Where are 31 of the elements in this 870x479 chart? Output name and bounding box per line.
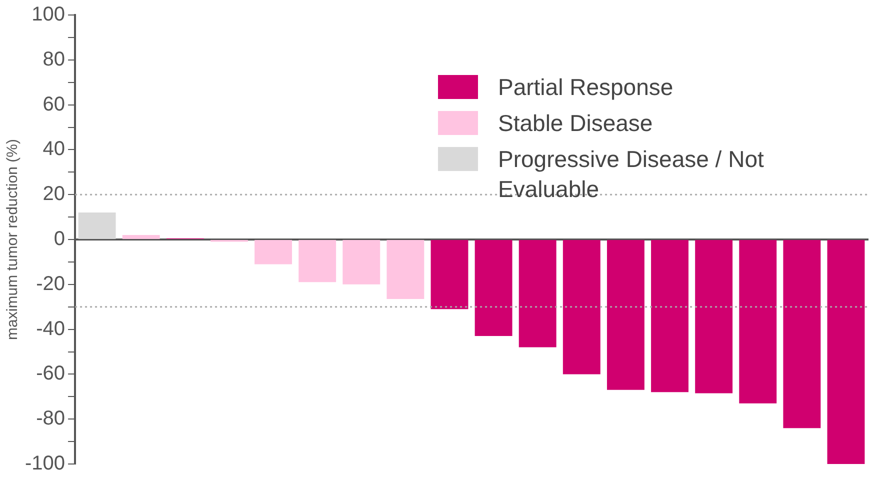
bar: [386, 240, 424, 299]
y-tick-label: -40: [36, 318, 66, 340]
bar: [430, 240, 468, 310]
bar: [827, 240, 865, 464]
y-tick-label: -80: [36, 408, 66, 430]
bar: [783, 240, 821, 428]
y-tick-label: 60: [42, 93, 66, 116]
bar: [651, 240, 688, 392]
legend-label: Progressive Disease / Not Evaluable: [498, 145, 765, 204]
bar: [78, 212, 116, 239]
bar: [254, 240, 292, 264]
legend-label: Stable Disease: [498, 109, 654, 138]
y-tick-label: -20: [36, 272, 66, 295]
bar: [298, 240, 336, 282]
y-tick-label: 80: [42, 48, 66, 70]
y-tick-label: 20: [42, 183, 66, 206]
y-axis-title: maximum tumor reduction (%): [4, 139, 22, 340]
bar: [122, 235, 160, 239]
legend-label: Partial Response: [498, 73, 674, 102]
bar: [695, 240, 733, 394]
y-tick-label: -60: [36, 362, 66, 385]
y-tick-label: 40: [42, 138, 66, 160]
bar: [562, 240, 600, 374]
bar: [739, 240, 777, 404]
y-tick-label: -100: [25, 452, 66, 475]
bar: [518, 240, 556, 348]
y-tick-label: 0: [54, 228, 66, 250]
bar: [342, 240, 380, 284]
y-tick-label: 100: [32, 4, 66, 26]
bar: [474, 240, 512, 336]
bar: [606, 240, 644, 390]
